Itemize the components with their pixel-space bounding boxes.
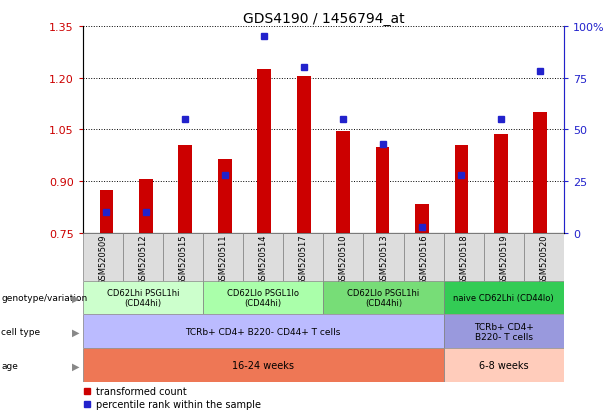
Text: ▶: ▶ [72,293,80,303]
Bar [139,180,153,233]
Bar [324,233,364,281]
Bar [403,233,444,281]
Bar [83,315,444,349]
Title: GDS4190 / 1456794_at: GDS4190 / 1456794_at [243,12,404,26]
Text: genotype/variation: genotype/variation [1,293,88,302]
Text: ▶: ▶ [72,361,80,370]
Bar [444,281,564,315]
Bar [524,233,564,281]
Bar [444,233,484,281]
Bar [203,281,324,315]
Text: GSM520510: GSM520510 [339,234,348,285]
Bar [83,281,203,315]
Bar [444,349,564,382]
Text: GSM520518: GSM520518 [459,234,468,285]
Bar [203,233,243,281]
Bar [484,233,524,281]
Bar [83,233,123,281]
Bar [99,190,113,233]
Text: CD62Llo PSGL1hi
(CD44hi): CD62Llo PSGL1hi (CD44hi) [348,288,420,307]
Bar [364,233,403,281]
Text: GSM520509: GSM520509 [98,234,107,285]
Text: CD62Llo PSGL1lo
(CD44hi): CD62Llo PSGL1lo (CD44hi) [227,288,299,307]
Text: TCRb+ CD4+
B220- T cells: TCRb+ CD4+ B220- T cells [474,322,534,341]
Text: GSM520512: GSM520512 [139,234,147,285]
Bar [533,113,547,233]
Text: ▶: ▶ [72,327,80,337]
Text: GSM520515: GSM520515 [178,234,188,285]
Text: 6-8 weeks: 6-8 weeks [479,361,528,370]
Text: cell type: cell type [1,327,40,336]
Bar [415,204,429,233]
Bar [83,349,444,382]
Text: age: age [1,361,18,370]
Bar [123,233,163,281]
Bar [178,146,192,233]
Text: naive CD62Lhi (CD44lo): naive CD62Lhi (CD44lo) [454,293,554,302]
Text: GSM520520: GSM520520 [539,234,549,285]
Bar [454,146,468,233]
Text: GSM520519: GSM520519 [500,234,508,285]
Text: CD62Lhi PSGL1hi
(CD44hi): CD62Lhi PSGL1hi (CD44hi) [107,288,179,307]
Bar [218,159,232,233]
Text: GSM520516: GSM520516 [419,234,428,285]
Text: GSM520513: GSM520513 [379,234,388,285]
Text: percentile rank within the sample: percentile rank within the sample [96,399,261,409]
Text: TCRb+ CD4+ B220- CD44+ T cells: TCRb+ CD4+ B220- CD44+ T cells [186,327,341,336]
Text: GSM520514: GSM520514 [259,234,268,285]
Bar [376,147,389,233]
Text: GSM520517: GSM520517 [299,234,308,285]
Text: transformed count: transformed count [96,387,186,396]
Bar [243,233,283,281]
Bar [283,233,324,281]
Bar [297,77,311,233]
Text: GSM520511: GSM520511 [219,234,227,285]
Bar [257,70,271,233]
Bar [494,134,508,233]
Text: 16-24 weeks: 16-24 weeks [232,361,294,370]
Bar [324,281,444,315]
Bar [163,233,203,281]
Bar [444,315,564,349]
Bar [336,132,350,233]
